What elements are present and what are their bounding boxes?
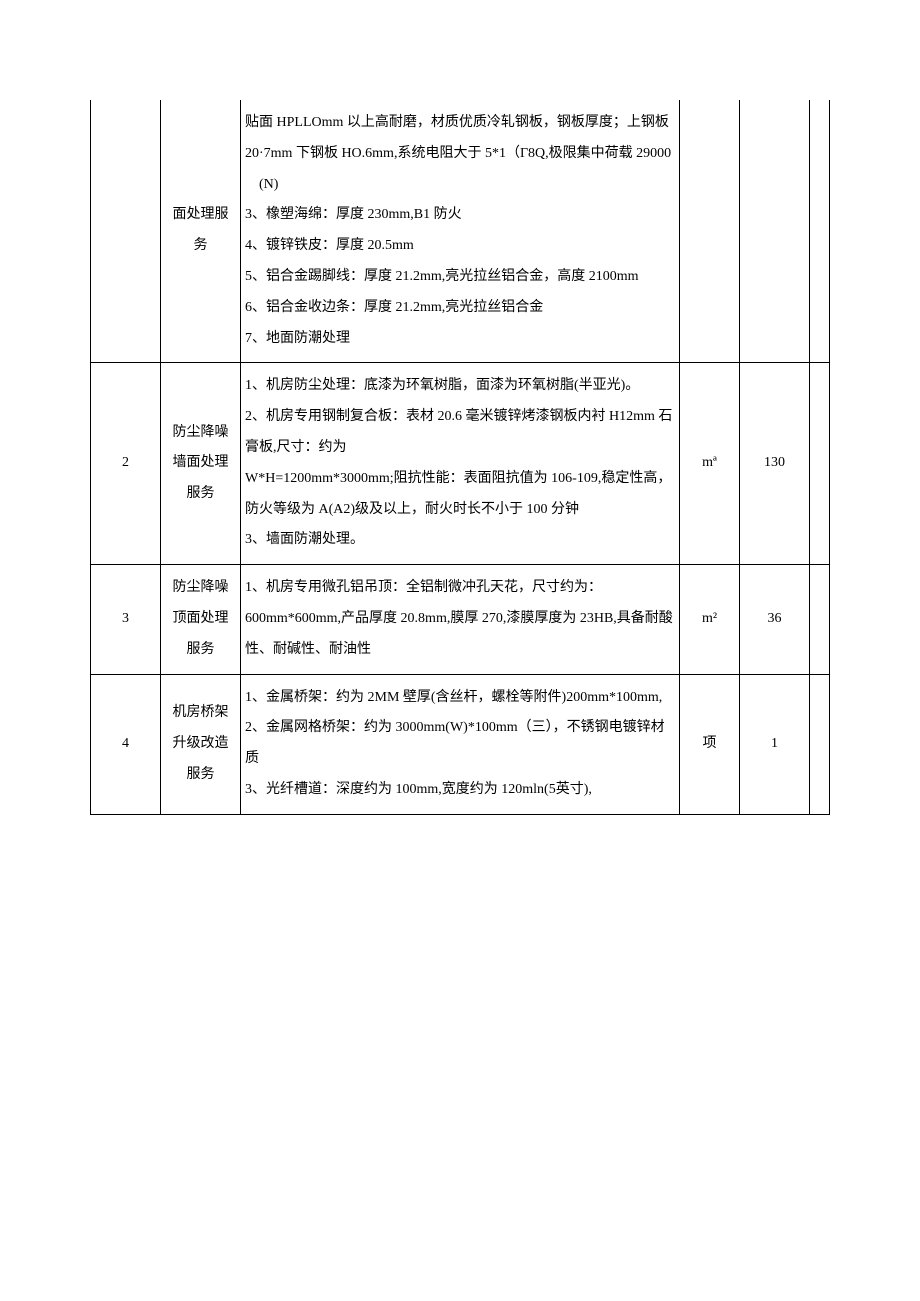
cell-num	[91, 100, 161, 363]
table-row: 3 防尘降噪顶面处理服务 1、机房专用微孔铝吊顶：全铝制微冲孔天花，尺寸约为：6…	[91, 565, 830, 674]
cell-qty	[740, 100, 810, 363]
cell-desc: 1、机房专用微孔铝吊顶：全铝制微冲孔天花，尺寸约为：600mm*600mm,产品…	[241, 565, 680, 674]
cell-qty: 36	[740, 565, 810, 674]
table-row: 4 机房桥架升级改造服务 1、金属桥架：约为 2MM 壁厚(含丝杆，螺栓等附件)…	[91, 674, 830, 814]
cell-name: 机房桥架升级改造服务	[161, 674, 241, 814]
cell-name: 防尘降噪墙面处理服务	[161, 363, 241, 565]
cell-qty: 130	[740, 363, 810, 565]
cell-last	[810, 565, 830, 674]
cell-last	[810, 674, 830, 814]
cell-desc: 1、机房防尘处理：底漆为环氧树脂，面漆为环氧树脂(半亚光)。2、机房专用钢制复合…	[241, 363, 680, 565]
cell-name: 防尘降噪顶面处理服务	[161, 565, 241, 674]
cell-desc: 贴面 HPLLOmm 以上高耐磨，材质优质冷轧钢板，钢板厚度；上钢板 20·7m…	[241, 100, 680, 363]
cell-name: 面处理服务	[161, 100, 241, 363]
cell-unit: 项	[680, 674, 740, 814]
cell-qty: 1	[740, 674, 810, 814]
cell-last	[810, 363, 830, 565]
cell-num: 4	[91, 674, 161, 814]
cell-unit: mª	[680, 363, 740, 565]
table-row: 2 防尘降噪墙面处理服务 1、机房防尘处理：底漆为环氧树脂，面漆为环氧树脂(半亚…	[91, 363, 830, 565]
table-body: 面处理服务 贴面 HPLLOmm 以上高耐磨，材质优质冷轧钢板，钢板厚度；上钢板…	[91, 100, 830, 814]
spec-table: 面处理服务 贴面 HPLLOmm 以上高耐磨，材质优质冷轧钢板，钢板厚度；上钢板…	[90, 100, 830, 815]
cell-desc: 1、金属桥架：约为 2MM 壁厚(含丝杆，螺栓等附件)200mm*100mm,2…	[241, 674, 680, 814]
cell-num: 3	[91, 565, 161, 674]
cell-last	[810, 100, 830, 363]
cell-num: 2	[91, 363, 161, 565]
cell-unit	[680, 100, 740, 363]
cell-unit: m²	[680, 565, 740, 674]
table-row: 面处理服务 贴面 HPLLOmm 以上高耐磨，材质优质冷轧钢板，钢板厚度；上钢板…	[91, 100, 830, 363]
